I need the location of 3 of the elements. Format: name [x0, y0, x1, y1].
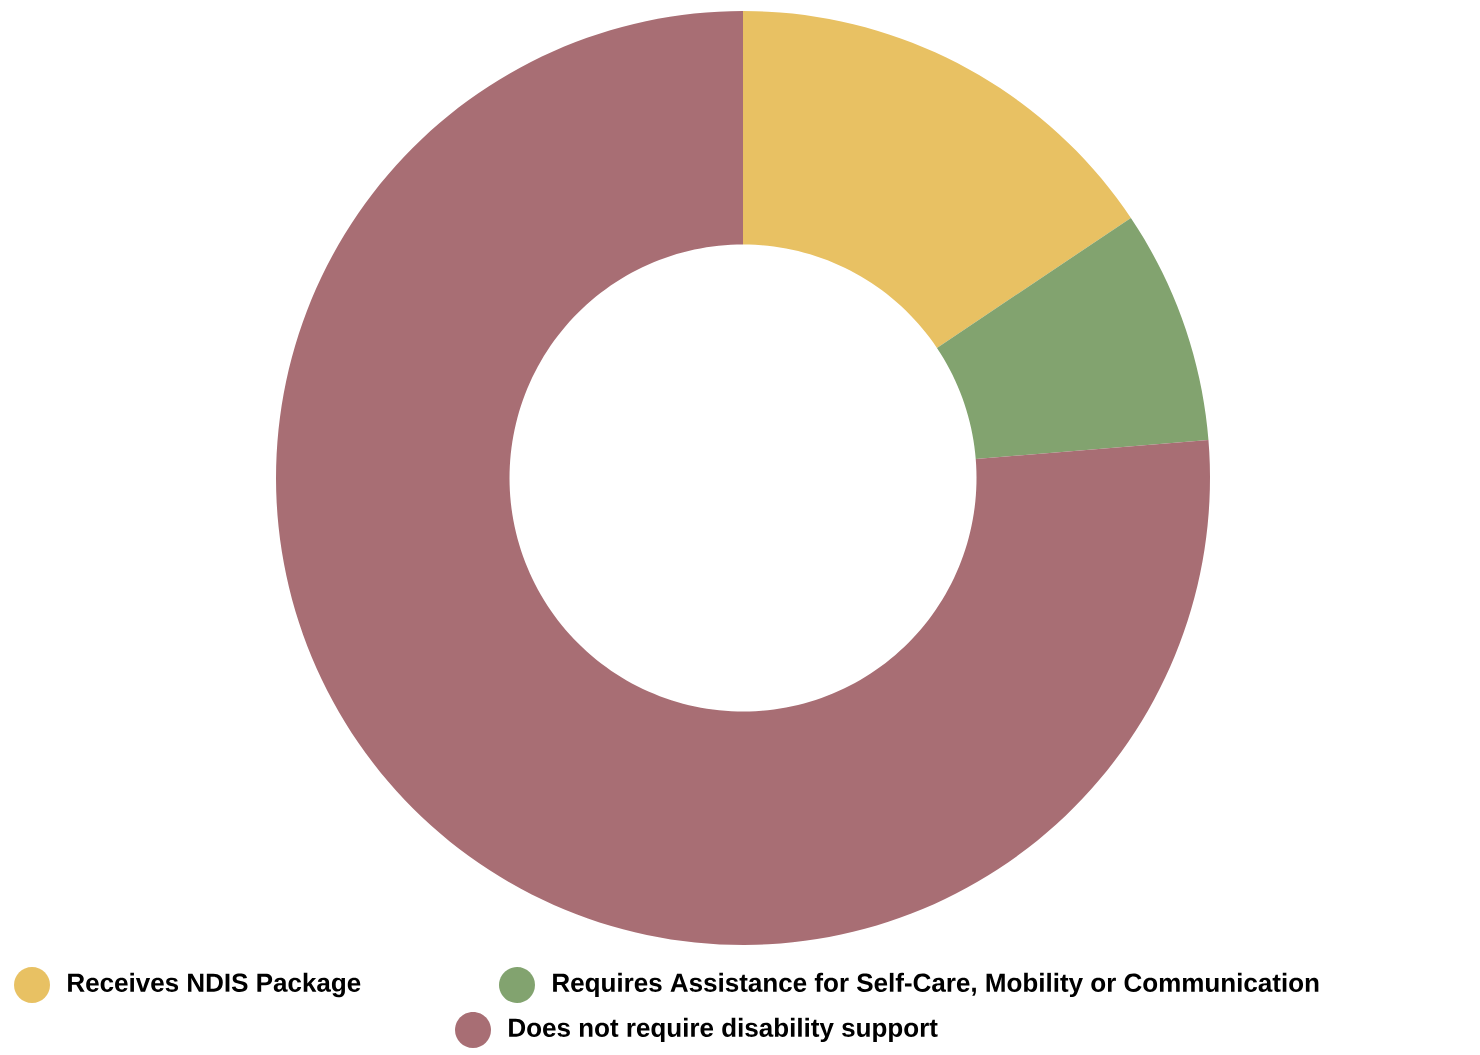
legend-label: Requires Assistance for Self-Care, Mobility or Communication — [553, 972, 1319, 998]
legend-label: Does not require disability support — [509, 1017, 938, 1043]
legend-label: Receives NDIS Package — [68, 972, 361, 998]
